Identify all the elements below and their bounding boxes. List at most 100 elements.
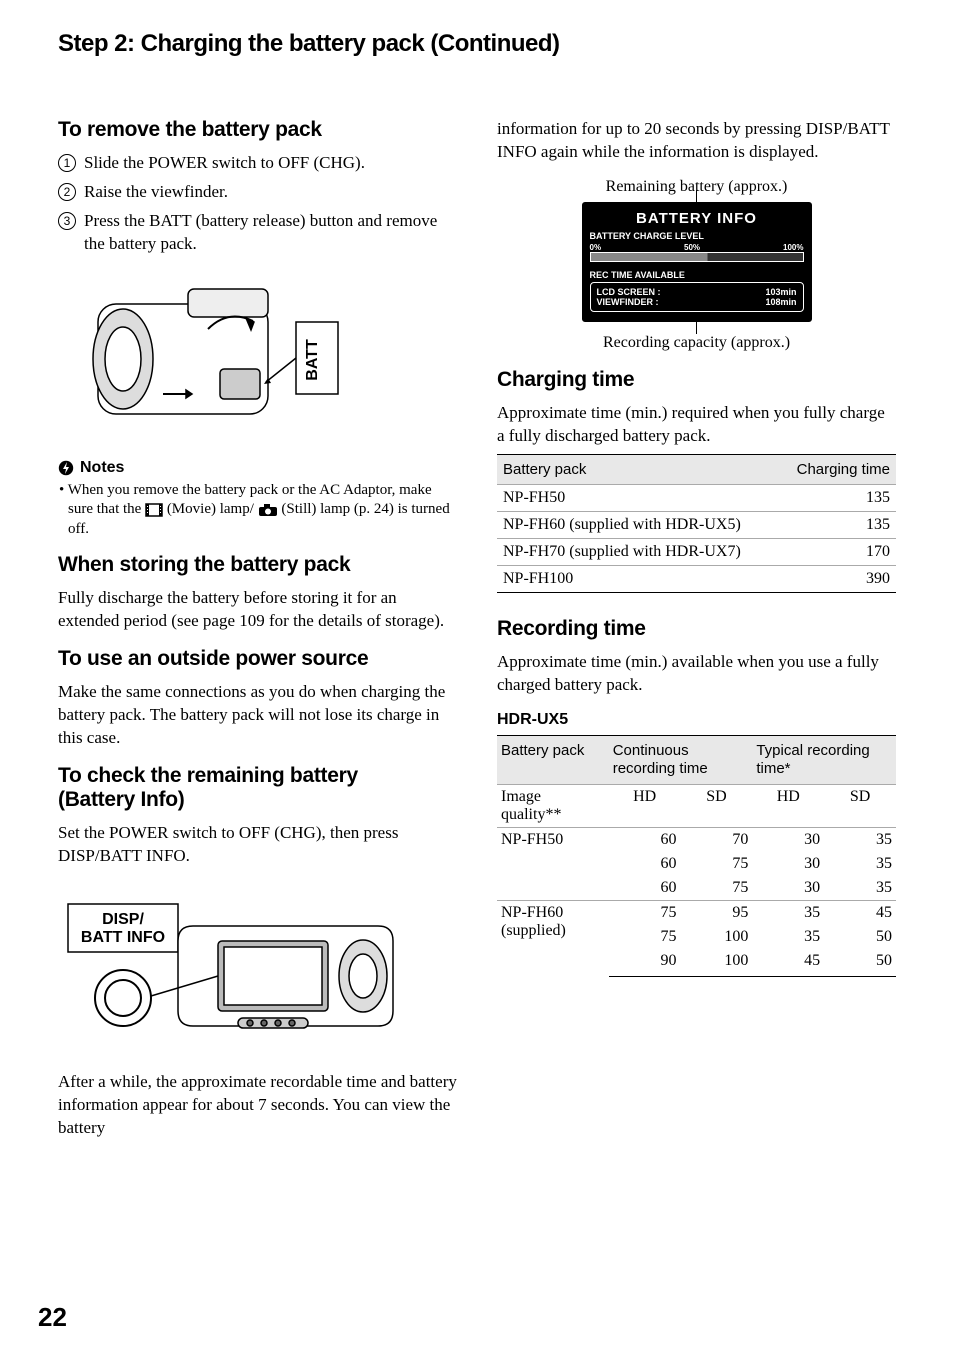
bi-lcd: LCD SCREEN : <box>597 287 661 297</box>
storing-body: Fully discharge the battery before stori… <box>58 587 457 633</box>
rt03: 35 <box>824 827 896 852</box>
charging-body: Approximate time (min.) required when yo… <box>497 402 896 448</box>
check-body-2: After a while, the approximate recordabl… <box>58 1071 457 1140</box>
rt41: 100 <box>681 925 753 949</box>
rt20: 60 <box>609 876 681 901</box>
check-heading-l2: (Battery Info) <box>58 788 457 812</box>
rt-sd2: SD <box>824 784 896 827</box>
model-label: HDR-UX5 <box>497 711 896 729</box>
rt13: 35 <box>824 852 896 876</box>
still-icon <box>258 503 278 517</box>
rt-g1-l2: (supplied) <box>501 922 566 939</box>
rt11: 75 <box>681 852 753 876</box>
charging-heading: Charging time <box>497 368 896 392</box>
movie-icon <box>145 503 163 517</box>
right-column: information for up to 20 seconds by pres… <box>497 118 896 1140</box>
storing-heading: When storing the battery pack <box>58 553 457 577</box>
step-1-text: Slide the POWER switch to OFF (CHG). <box>84 152 365 175</box>
bi-0: 0% <box>590 243 602 252</box>
rt-quality: Image quality** <box>497 784 609 827</box>
outside-heading: To use an outside power source <box>58 647 457 671</box>
bi-rec-avail: REC TIME AVAILABLE <box>590 270 804 280</box>
ct-r2c1: 170 <box>778 538 896 565</box>
rt42: 35 <box>752 925 824 949</box>
camcorder-batt-figure: BATT <box>68 274 457 439</box>
disp-label-1: DISP/ <box>102 911 144 928</box>
rt-hd2: HD <box>752 784 824 827</box>
rt10: 60 <box>609 852 681 876</box>
ct-r0c1: 135 <box>778 484 896 511</box>
rt52: 45 <box>752 949 824 977</box>
recording-table: Battery pack Continuous recording time T… <box>497 735 896 977</box>
rt-sd1: SD <box>681 784 753 827</box>
notes-label: Notes <box>80 459 124 477</box>
rt23: 35 <box>824 876 896 901</box>
ct-h-battery: Battery pack <box>497 454 778 484</box>
step-3-text: Press the BATT (battery release) button … <box>84 210 457 256</box>
bi-percent-row: 0% 50% 100% <box>590 243 804 252</box>
ct-r3c1: 390 <box>778 565 896 592</box>
rt21: 75 <box>681 876 753 901</box>
bi-bar <box>590 252 804 262</box>
ct-r3c0: NP-FH100 <box>497 565 778 592</box>
rt53: 50 <box>824 949 896 977</box>
bi-100: 100% <box>783 243 803 252</box>
step-marker-1: 1 <box>58 154 76 172</box>
rt-hd1: HD <box>609 784 681 827</box>
bi-title: BATTERY INFO <box>590 210 804 227</box>
rt33: 45 <box>824 900 896 925</box>
charging-table: Battery pack Charging time NP-FH50135 NP… <box>497 454 896 593</box>
rt32: 35 <box>752 900 824 925</box>
check-heading-l1: To check the remaining battery <box>58 764 457 788</box>
batt-label-text: BATT <box>304 339 321 381</box>
bi-lcd-v: 103min <box>765 287 796 297</box>
bolt-icon <box>58 460 74 476</box>
step-3: 3 Press the BATT (battery release) butto… <box>58 210 457 256</box>
ct-h-time: Charging time <box>778 454 896 484</box>
bi-50: 50% <box>684 243 700 252</box>
rt-g0-label: NP-FH50 <box>497 827 609 900</box>
rt51: 100 <box>681 949 753 977</box>
rt-h-cont: Continuous recording time <box>609 735 753 784</box>
bi-inner-box: LCD SCREEN : 103min VIEWFINDER : 108min <box>590 282 804 312</box>
cont-text: information for up to 20 seconds by pres… <box>497 118 896 164</box>
step-2-text: Raise the viewfinder. <box>84 181 228 204</box>
rt12: 30 <box>752 852 824 876</box>
bi-vf: VIEWFINDER : <box>597 297 659 307</box>
rt-h-typ: Typical recording time* <box>752 735 896 784</box>
disp-label-2: BATT INFO <box>81 929 165 946</box>
note-1: • When you remove the battery pack or th… <box>58 481 457 540</box>
rt30: 75 <box>609 900 681 925</box>
left-column: To remove the battery pack 1 Slide the P… <box>58 118 457 1140</box>
disp-batt-figure: DISP/ BATT INFO <box>58 886 457 1051</box>
rt02: 30 <box>752 827 824 852</box>
check-body-1: Set the POWER switch to OFF (CHG), then … <box>58 822 457 868</box>
step-2: 2 Raise the viewfinder. <box>58 181 457 204</box>
rt-g1-label: NP-FH60 (supplied) <box>497 900 609 976</box>
rt-h-battery: Battery pack <box>497 735 609 784</box>
ct-r1c0: NP-FH60 (supplied with HDR-UX5) <box>497 511 778 538</box>
outside-body: Make the same connections as you do when… <box>58 681 457 750</box>
ct-r1c1: 135 <box>778 511 896 538</box>
rt01: 70 <box>681 827 753 852</box>
caption-remaining: Remaining battery (approx.) <box>497 178 896 196</box>
page-number: 22 <box>38 1302 67 1333</box>
recording-heading: Recording time <box>497 617 896 641</box>
step-1: 1 Slide the POWER switch to OFF (CHG). <box>58 152 457 175</box>
bi-vf-v: 108min <box>765 297 796 307</box>
step-marker-3: 3 <box>58 212 76 230</box>
rt50: 90 <box>609 949 681 977</box>
ct-r2c0: NP-FH70 (supplied with HDR-UX7) <box>497 538 778 565</box>
page-title: Step 2: Charging the battery pack (Conti… <box>58 30 896 58</box>
remove-heading: To remove the battery pack <box>58 118 457 142</box>
rt00: 60 <box>609 827 681 852</box>
rt40: 75 <box>609 925 681 949</box>
rt31: 95 <box>681 900 753 925</box>
step-marker-2: 2 <box>58 183 76 201</box>
bi-charge-label: BATTERY CHARGE LEVEL <box>590 231 804 241</box>
rt22: 30 <box>752 876 824 901</box>
ct-r0c0: NP-FH50 <box>497 484 778 511</box>
notes-header: Notes <box>58 459 457 477</box>
rt-g1-l1: NP-FH60 <box>501 904 563 921</box>
note-1b: (Movie) lamp/ <box>167 501 254 517</box>
